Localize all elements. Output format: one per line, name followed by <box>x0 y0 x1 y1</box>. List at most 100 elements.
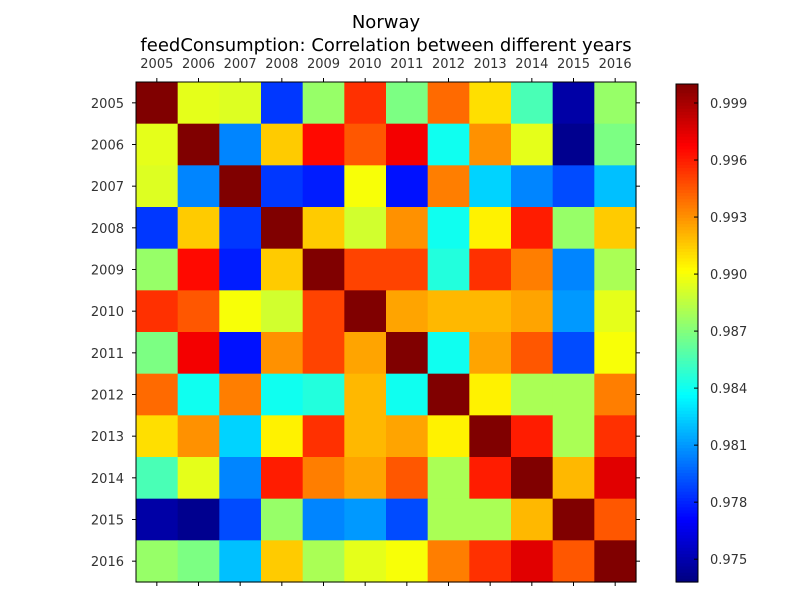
x-tick-label: 2012 <box>432 57 465 72</box>
heatmap-cell-2013-2013 <box>469 415 512 458</box>
heatmap-cell-2016-2012 <box>427 540 470 583</box>
heatmap-cell-2013-2011 <box>386 415 429 458</box>
colorbar-segment <box>676 258 698 263</box>
colorbar-segment <box>676 566 698 571</box>
colorbar-segment <box>676 329 698 334</box>
heatmap-cell-2014-2007 <box>219 457 262 500</box>
colorbar-segment <box>676 286 698 291</box>
x-tick-label: 2006 <box>182 57 215 72</box>
x-tick-label: 2010 <box>349 57 382 72</box>
colorbar-segment <box>676 435 698 440</box>
colorbar-segment <box>676 473 698 477</box>
y-tick-label: 2009 <box>91 264 124 279</box>
colorbar-segment <box>676 348 698 353</box>
x-tick-label: 2008 <box>265 57 298 72</box>
heatmap-cell-2013-2010 <box>344 415 387 458</box>
colorbar-segment <box>676 267 698 272</box>
colorbar-segment <box>676 469 698 474</box>
heatmap-cell-2008-2009 <box>302 207 345 250</box>
colorbar-segment <box>676 301 698 306</box>
colorbar-segment <box>676 569 698 574</box>
colorbar-segment <box>676 180 698 185</box>
heatmap-cell-2013-2015 <box>552 415 595 458</box>
heatmap-cell-2016-2005 <box>136 540 179 583</box>
heatmap-cell-2012-2008 <box>261 373 304 416</box>
heatmap-cell-2005-2006 <box>177 82 220 125</box>
y-tick-label: 2016 <box>91 555 124 570</box>
heatmap-cell-2008-2006 <box>177 207 220 250</box>
chart-title: Norway <box>352 12 421 33</box>
heatmap-cell-2011-2013 <box>469 332 512 375</box>
x-tick-label: 2011 <box>390 57 423 72</box>
heatmap-cell-2014-2013 <box>469 457 512 500</box>
heatmap-cell-2008-2011 <box>386 207 429 250</box>
colorbar-tick-label: 0.987 <box>710 325 747 340</box>
heatmap-cell-2009-2014 <box>511 248 554 291</box>
colorbar-segment <box>676 320 698 325</box>
colorbar-segment <box>676 553 698 558</box>
heatmap-cell-2012-2010 <box>344 373 387 416</box>
heatmap-cell-2005-2010 <box>344 82 387 125</box>
heatmap-cell-2006-2008 <box>261 123 304 166</box>
colorbar-segment <box>676 541 698 546</box>
colorbar-segment <box>676 239 698 244</box>
heatmap-cell-2005-2008 <box>261 82 304 125</box>
heatmap-cell-2013-2008 <box>261 415 304 458</box>
colorbar-segment <box>676 373 698 378</box>
colorbar-segment <box>676 189 698 194</box>
colorbar-segment <box>676 224 698 228</box>
colorbar-segment <box>676 164 698 169</box>
heatmap-cell-2007-2013 <box>469 165 512 208</box>
heatmap-cell-2015-2011 <box>386 498 429 541</box>
y-axis-ticks: 2005 2006 2007 2008 2009 2010 2011 2012 2013 2014… <box>91 97 640 570</box>
heatmap-cell-2009-2012 <box>427 248 470 291</box>
heatmap-cell-2011-2011 <box>386 332 429 375</box>
heatmap-cell-2016-2009 <box>302 540 345 583</box>
colorbar-segment <box>676 504 698 508</box>
colorbar-segment <box>676 304 698 309</box>
colorbar-segment <box>676 345 698 350</box>
heatmap-cell-2015-2007 <box>219 498 262 541</box>
heatmap-cell-2014-2010 <box>344 457 387 500</box>
heatmap-cell-2006-2013 <box>469 123 512 166</box>
colorbar-segment <box>676 376 698 381</box>
heatmap-cell-2005-2014 <box>511 82 554 125</box>
colorbar-segment <box>676 261 698 266</box>
colorbar-segment <box>676 454 698 459</box>
colorbar-segment <box>676 90 698 94</box>
colorbar-segment <box>676 385 698 390</box>
heatmap-cell-2016-2015 <box>552 540 595 583</box>
colorbar-segment <box>676 115 698 119</box>
chart-subtitle: feedConsumption: Correlation between dif… <box>140 35 631 56</box>
colorbar-segment <box>676 87 698 91</box>
colorbar-segment <box>676 529 698 533</box>
heatmap-cell-2014-2015 <box>552 457 595 500</box>
heatmap-cell-2007-2006 <box>177 165 220 208</box>
heatmap-cell-2014-2012 <box>427 457 470 500</box>
colorbar-segment <box>676 314 698 319</box>
colorbar-segment <box>676 482 698 487</box>
heatmap-cell-2016-2011 <box>386 540 429 583</box>
colorbar-segment <box>676 557 698 561</box>
colorbar-segment <box>676 230 698 234</box>
colorbar-segment <box>676 155 698 160</box>
heatmap-cell-2010-2011 <box>386 290 429 333</box>
colorbar-tick-label: 0.975 <box>710 553 747 568</box>
colorbar-segment <box>676 248 698 253</box>
colorbar-segment <box>676 491 698 496</box>
heatmap-cell-2012-2014 <box>511 373 554 416</box>
heatmap-cell-2010-2008 <box>261 290 304 333</box>
heatmap-cell-2012-2013 <box>469 373 512 416</box>
colorbar-segment <box>676 525 698 530</box>
heatmap-cell-2006-2007 <box>219 123 262 166</box>
heatmap-cell-2012-2015 <box>552 373 595 416</box>
heatmap-cell-2007-2014 <box>511 165 554 208</box>
colorbar-segment <box>676 186 698 191</box>
colorbar-segment <box>676 535 698 540</box>
colorbar-segment <box>676 413 698 418</box>
heatmap-cell-2005-2011 <box>386 82 429 125</box>
heatmap-cell-2005-2013 <box>469 82 512 125</box>
colorbar-segment <box>676 264 698 269</box>
colorbar-segment <box>676 547 698 552</box>
heatmap-cell-2010-2009 <box>302 290 345 333</box>
